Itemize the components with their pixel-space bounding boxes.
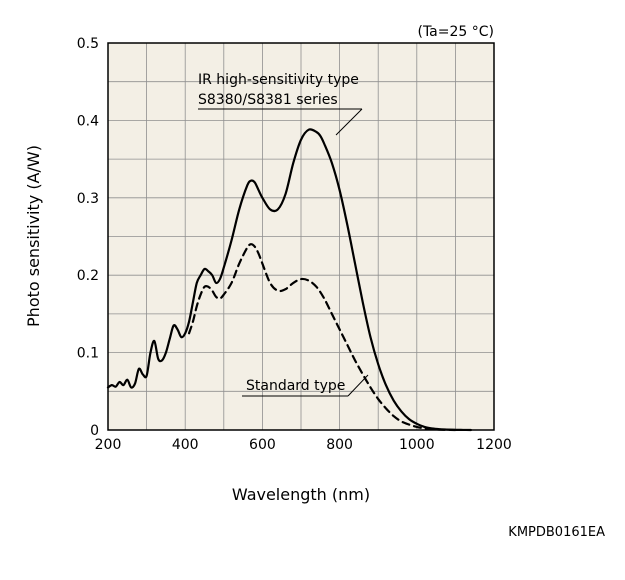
y-tick-label: 0.5 [77,36,99,52]
y-tick-label: 0.4 [77,113,99,129]
x-tick-label: 600 [249,437,276,453]
y-tick-label: 0.3 [77,191,99,207]
x-tick-label: 800 [326,437,353,453]
y-tick-label: 0.1 [77,346,99,362]
series-layer [106,128,472,432]
x-axis-ticks: 200 400 600 800 1000 1200 [95,437,512,453]
y-axis-ticks: 0 0.1 0.2 0.3 0.4 0.5 [77,36,99,439]
ir-series-leader-pointer [335,108,363,136]
standard-series-leader-pointer [347,374,369,397]
plot-frame [107,42,495,431]
grid [108,43,494,430]
standard-series-label: Standard type [246,378,345,394]
figure-code: KMPDB0161EA [508,525,605,540]
x-tick-label: 1000 [399,437,435,453]
ir-series-label-line2: S8380/S8381 series [198,92,338,108]
ir-series-label-line1: IR high-sensitivity type [198,72,359,88]
y-tick-label: 0 [90,423,99,439]
x-axis-label: Wavelength (nm) [232,485,370,504]
condition-label: (Ta=25 °C) [417,24,494,40]
series-line-ir-high-sensitivity [106,128,472,432]
x-tick-label: 1200 [476,437,512,453]
y-tick-label: 0.2 [77,268,99,284]
series-line-standard [187,243,457,432]
y-axis-label: Photo sensitivity (A/W) [24,145,43,327]
x-tick-label: 200 [95,437,122,453]
x-tick-label: 400 [172,437,199,453]
